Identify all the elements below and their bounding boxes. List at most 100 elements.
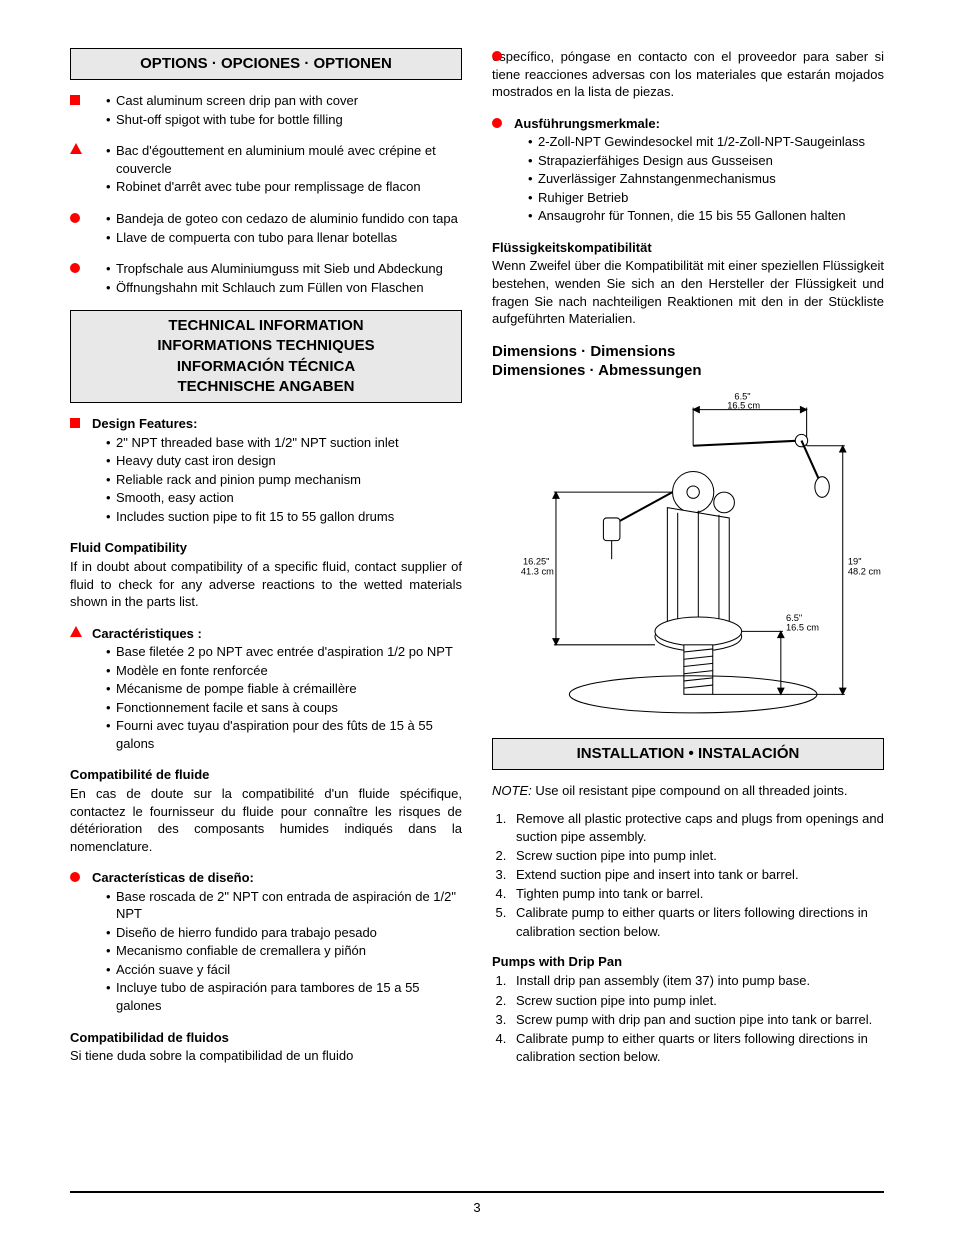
list-item: Bac d'égouttement en aluminium moulé ave… [106, 142, 462, 177]
triangle-icon [70, 626, 82, 637]
list-item: Acción suave y fácil [106, 961, 462, 979]
install-steps: Remove all plastic protective caps and p… [492, 810, 884, 941]
list-item: Ansaugrohr für Tonnen, die 15 bis 55 Gal… [528, 207, 884, 225]
list-item: Llave de compuerta con tubo para llenar … [106, 229, 462, 247]
tech-en: Design Features: 2" NPT threaded base wi… [70, 415, 462, 525]
list-item: Ruhiger Betrieb [528, 189, 884, 207]
list-item: 2" NPT threaded base with 1/2" NPT sucti… [106, 434, 462, 452]
dimensions-heading: Dimensions · Dimensions Dimensiones · Ab… [492, 342, 884, 381]
tech-de: Ausführungsmerkmale: 2-Zoll-NPT Gewindes… [492, 115, 884, 225]
para-title: Compatibilité de fluide [70, 766, 462, 784]
feature-title: Ausführungsmerkmale: [514, 115, 884, 133]
options-de: Tropfschale aus Aluminiumguss mit Sieb u… [70, 260, 462, 296]
dims-line: Dimensions · Dimensions [492, 342, 884, 362]
circle-icon [492, 118, 502, 128]
para-body: Si tiene duda sobre la compatibilidad de… [70, 1047, 462, 1065]
para-body: If in doubt about compatibility of a spe… [70, 558, 462, 611]
triangle-icon [70, 143, 82, 154]
list-item: Base filetée 2 po NPT avec entrée d'aspi… [106, 643, 462, 661]
dim-right-in: 19" [848, 556, 862, 566]
install-note: NOTE: Use oil resistant pipe compound on… [492, 782, 884, 800]
options-header: OPTIONS · OPCIONES · OPTIONEN [70, 48, 462, 80]
options-es: Bandeja de goteo con cedazo de aluminio … [70, 210, 462, 246]
list-item: Screw suction pipe into pump inlet. [510, 847, 884, 865]
para-body: específico, póngase en contacto con el p… [492, 48, 884, 101]
note-label: NOTE: [492, 783, 532, 798]
options-fr: Bac d'égouttement en aluminium moulé ave… [70, 142, 462, 196]
compat-fr: Compatibilité de fluide En cas de doute … [70, 766, 462, 855]
para-title: Fluid Compatibility [70, 539, 462, 557]
para-body: Wenn Zweifel über die Kompatibilität mit… [492, 257, 884, 327]
feature-title: Caractéristiques : [92, 625, 462, 643]
install-header: INSTALLATION • INSTALACIÓN [492, 738, 884, 770]
list-item: Smooth, easy action [106, 489, 462, 507]
list-item: Reliable rack and pinion pump mechanism [106, 471, 462, 489]
circle-icon [70, 263, 80, 273]
dim-left-in: 16.25" [523, 556, 549, 566]
list-item: Zuverlässiger Zahnstangenmechanismus [528, 170, 884, 188]
list-item: Includes suction pipe to fit 15 to 55 ga… [106, 508, 462, 526]
pump-diagram-svg: 6.5" 16.5 cm 16.25" 41.3 cm 19" 48.2 cm … [492, 389, 884, 719]
list-item: Tropfschale aus Aluminiumguss mit Sieb u… [106, 260, 462, 278]
page-number: 3 [0, 1200, 954, 1215]
tech-header-line: INFORMATIONS TECHNIQUES [79, 336, 453, 356]
dim-right-cm: 48.2 cm [848, 566, 881, 576]
list-item: Mecanismo confiable de cremallera y piñó… [106, 942, 462, 960]
dim-left-cm: 41.3 cm [521, 566, 554, 576]
compat-de: Flüssigkeitskompatibilität Wenn Zweifel … [492, 239, 884, 328]
list-item: Öffnungshahn mit Schlauch zum Füllen von… [106, 279, 462, 297]
dim-top-cm: 16.5 cm [727, 400, 760, 410]
right-column: específico, póngase en contacto con el p… [492, 48, 884, 1078]
list-item: Cast aluminum screen drip pan with cover [106, 92, 462, 110]
list-item: Screw suction pipe into pump inlet. [510, 992, 884, 1010]
list-item: Diseño de hierro fundido para trabajo pe… [106, 924, 462, 942]
drip-steps: Install drip pan assembly (item 37) into… [492, 972, 884, 1066]
left-column: OPTIONS · OPCIONES · OPTIONEN Cast alumi… [70, 48, 462, 1078]
footer-rule [70, 1191, 884, 1193]
tech-header: TECHNICAL INFORMATION INFORMATIONS TECHN… [70, 310, 462, 403]
list-item: Fourni avec tuyau d'aspiration pour des … [106, 717, 462, 752]
dims-line: Dimensiones · Abmessungen [492, 361, 884, 381]
circle-icon [70, 213, 80, 223]
feature-title: Características de diseño: [92, 869, 462, 887]
tech-header-line: TECHNISCHE ANGABEN [79, 377, 453, 397]
dimensions-diagram: 6.5" 16.5 cm 16.25" 41.3 cm 19" 48.2 cm … [492, 389, 884, 724]
list-item: Incluye tubo de aspiración para tambores… [106, 979, 462, 1014]
tech-es: Características de diseño: Base roscada … [70, 869, 462, 1014]
note-body: Use oil resistant pipe compound on all t… [535, 783, 847, 798]
feature-title: Design Features: [92, 415, 462, 433]
column-layout: OPTIONS · OPCIONES · OPTIONEN Cast alumi… [70, 48, 884, 1078]
compat-es-start: Compatibilidad de fluidos Si tiene duda … [70, 1029, 462, 1065]
options-en: Cast aluminum screen drip pan with cover… [70, 92, 462, 128]
page-content: OPTIONS · OPCIONES · OPTIONEN Cast alumi… [0, 0, 954, 1108]
compat-en: Fluid Compatibility If in doubt about co… [70, 539, 462, 610]
list-item: Shut-off spigot with tube for bottle fil… [106, 111, 462, 129]
list-item: Screw pump with drip pan and suction pip… [510, 1011, 884, 1029]
para-body: En cas de doute sur la compatibilité d'u… [70, 785, 462, 855]
tech-header-line: INFORMACIÓN TÉCNICA [79, 357, 453, 377]
list-item: Modèle en fonte renforcée [106, 662, 462, 680]
square-icon [70, 418, 80, 428]
tech-fr: Caractéristiques : Base filetée 2 po NPT… [70, 625, 462, 753]
list-item: Mécanisme de pompe fiable à crémaillère [106, 680, 462, 698]
list-item: Fonctionnement facile et sans à coups [106, 699, 462, 717]
list-item: 2-Zoll-NPT Gewindesockel mit 1/2-Zoll-NP… [528, 133, 884, 151]
drip-title: Pumps with Drip Pan [492, 953, 884, 971]
list-item: Base roscada de 2" NPT con entrada de as… [106, 888, 462, 923]
drip-pan-section: Pumps with Drip Pan [492, 953, 884, 971]
list-item: Bandeja de goteo con cedazo de aluminio … [106, 210, 462, 228]
list-item: Strapazierfähiges Design aus Gusseisen [528, 152, 884, 170]
circle-icon [492, 51, 502, 61]
list-item: Install drip pan assembly (item 37) into… [510, 972, 884, 990]
square-icon [70, 95, 80, 105]
list-item: Robinet d'arrêt avec tube pour remplissa… [106, 178, 462, 196]
list-item: Heavy duty cast iron design [106, 452, 462, 470]
list-item: Calibrate pump to either quarts or liter… [510, 904, 884, 940]
dim-mid-cm: 16.5 cm [786, 622, 819, 632]
list-item: Remove all plastic protective caps and p… [510, 810, 884, 846]
list-item: Calibrate pump to either quarts or liter… [510, 1030, 884, 1066]
para-title: Compatibilidad de fluidos [70, 1029, 462, 1047]
circle-icon [70, 872, 80, 882]
list-item: Extend suction pipe and insert into tank… [510, 866, 884, 884]
para-title: Flüssigkeitskompatibilität [492, 239, 884, 257]
